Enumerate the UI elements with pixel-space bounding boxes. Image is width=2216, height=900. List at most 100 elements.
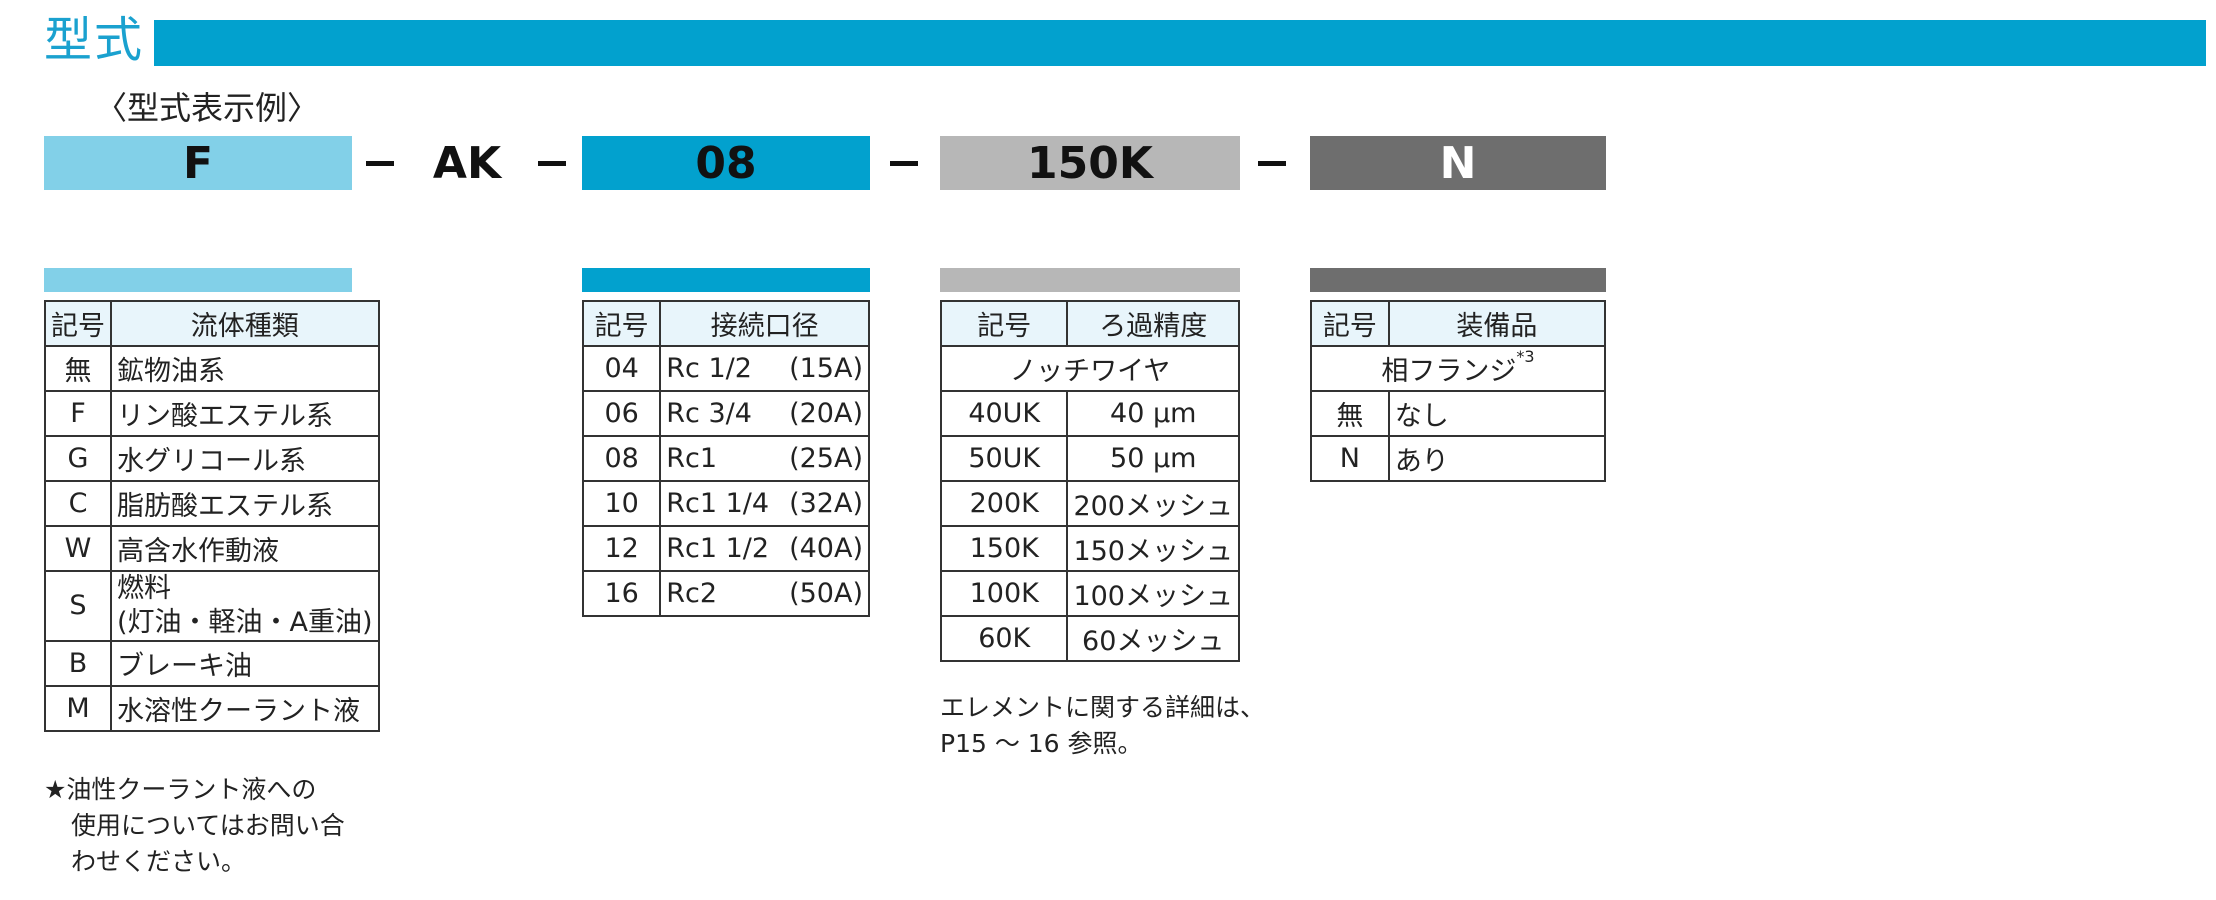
strip-option xyxy=(1310,268,1606,292)
cell-fluid: 鉱物油系 xyxy=(110,345,380,392)
cell-fluid: リン酸エステル系 xyxy=(110,390,380,437)
code-dash-1 xyxy=(366,161,394,166)
fluid-note-line2: 使用についてはお問い合 xyxy=(71,811,345,840)
cell-port-size: Rc1 1/2 xyxy=(666,533,770,564)
cell-code: 08 xyxy=(581,435,662,482)
footnote-marker: *3 xyxy=(1516,347,1535,366)
title-bar xyxy=(154,20,2206,66)
cell-code: 12 xyxy=(581,525,662,572)
cell-code: 100K xyxy=(939,570,1069,617)
cell-code: 10 xyxy=(581,480,662,527)
code-dash-2 xyxy=(538,161,566,166)
cell-code: N xyxy=(1310,435,1390,482)
strip-filtration xyxy=(940,268,1240,292)
cell-code: 無 xyxy=(44,345,112,392)
code-dash-4 xyxy=(1258,161,1286,166)
code-series: AK xyxy=(432,137,502,189)
cell-port-size: Rc1 1/4 xyxy=(666,488,770,519)
table-row: 150K 150メッシュ xyxy=(939,525,1240,572)
table-row: 10 Rc1 1/4 (32A) xyxy=(581,480,870,527)
table-row: 60K 60メッシュ xyxy=(939,615,1240,662)
table-row: 100K 100メッシュ xyxy=(939,570,1240,617)
table-row: 50UK 50 μm xyxy=(939,435,1240,482)
cell-accuracy: 100メッシュ xyxy=(1066,570,1240,617)
port-table: 記号 接続口径 04 Rc 1/2 (15A) 06 Rc 3/4 (20A) 08… xyxy=(581,300,870,617)
cell-port-size: Rc1 xyxy=(666,443,718,474)
fluid-table: 記号 流体種類 無 鉱物油系 F リン酸エステル系 G 水グリコール系 C 脂肪… xyxy=(44,300,380,732)
table-row: 12 Rc1 1/2 (40A) xyxy=(581,525,870,572)
cell-code: 200K xyxy=(939,480,1069,527)
header-code: 記号 xyxy=(44,300,112,347)
table-row: 40UK 40 μm xyxy=(939,390,1240,437)
table-row: W 高含水作動液 xyxy=(44,525,380,572)
cell-accuracy: 150メッシュ xyxy=(1066,525,1240,572)
header-code: 記号 xyxy=(1310,300,1390,347)
table-row: M 水溶性クーラント液 xyxy=(44,685,380,732)
header-port-size: 接続口径 xyxy=(659,300,870,347)
cell-code: S xyxy=(44,570,112,642)
cell-port-nominal: (50A) xyxy=(789,578,863,609)
table-row: 無 鉱物油系 xyxy=(44,345,380,392)
header-equipment: 装備品 xyxy=(1387,300,1607,347)
table-row: 06 Rc 3/4 (20A) xyxy=(581,390,870,437)
strip-port xyxy=(582,268,870,292)
cell-fluid: 燃料 (灯油・軽油・A重油) xyxy=(110,570,380,642)
cell-port: Rc2 (50A) xyxy=(659,570,870,617)
cell-option: あり xyxy=(1387,435,1607,482)
cell-fluid: 水溶性クーラント液 xyxy=(110,685,380,732)
cell-accuracy: 50 μm xyxy=(1066,435,1240,482)
cell-port: Rc 1/2 (15A) xyxy=(659,345,870,392)
cell-port: Rc 3/4 (20A) xyxy=(659,390,870,437)
filtration-note: エレメントに関する詳細は、 P15 ～ 16 参照。 xyxy=(940,690,1265,762)
table-header-row: 記号 ろ過精度 xyxy=(939,300,1240,347)
table-header-row: 記号 装備品 xyxy=(1310,300,1607,347)
cell-port-size: Rc 1/2 xyxy=(666,353,752,384)
cell-port: Rc1 1/4 (32A) xyxy=(659,480,870,527)
code-filtration: 150K xyxy=(940,136,1240,190)
option-table: 記号 装備品 相フランジ*3 無 なし N あり xyxy=(1310,300,1607,482)
table-row: N あり xyxy=(1310,435,1607,482)
table-group-row: ノッチワイヤ xyxy=(940,345,1240,392)
table-row: 04 Rc 1/2 (15A) xyxy=(581,345,870,392)
cell-port-size: Rc2 xyxy=(666,578,718,609)
cell-code: G xyxy=(44,435,112,482)
fluid-note-line3: わせください。 xyxy=(71,847,247,876)
cell-code: 無 xyxy=(1310,390,1390,437)
cell-port: Rc1 1/2 (40A) xyxy=(659,525,870,572)
cell-port-nominal: (25A) xyxy=(789,443,863,474)
cell-code: 50UK xyxy=(939,435,1069,482)
cell-port: Rc1 (25A) xyxy=(659,435,870,482)
table-row: G 水グリコール系 xyxy=(44,435,380,482)
cell-fluid-line1: 燃料 xyxy=(117,573,171,604)
header-code: 記号 xyxy=(939,300,1069,347)
cell-port-nominal: (32A) xyxy=(789,488,863,519)
cell-fluid: 脂肪酸エステル系 xyxy=(110,480,380,527)
cell-fluid: 高含水作動液 xyxy=(110,525,380,572)
header-code: 記号 xyxy=(581,300,662,347)
table-group-row: 相フランジ*3 xyxy=(1310,345,1606,392)
filtration-table: 記号 ろ過精度 ノッチワイヤ 40UK 40 μm 50UK 50 μm 200… xyxy=(939,300,1240,662)
table-row: 08 Rc1 (25A) xyxy=(581,435,870,482)
table-row: F リン酸エステル系 xyxy=(44,390,380,437)
code-option: N xyxy=(1310,136,1606,190)
table-row: 無 なし xyxy=(1310,390,1607,437)
table-row: 16 Rc2 (50A) xyxy=(581,570,870,617)
filtration-note-line2: P15 ～ 16 参照。 xyxy=(940,729,1143,758)
table-row: 200K 200メッシュ xyxy=(939,480,1240,527)
cell-code: 04 xyxy=(581,345,662,392)
group-label-text: 相フランジ xyxy=(1381,356,1517,387)
cell-fluid: 水グリコール系 xyxy=(110,435,380,482)
cell-code: C xyxy=(44,480,112,527)
cell-fluid-line2: (灯油・軽油・A重油) xyxy=(117,607,373,638)
cell-fluid: ブレーキ油 xyxy=(110,640,380,687)
table-header-row: 記号 流体種類 xyxy=(44,300,380,347)
cell-code: W xyxy=(44,525,112,572)
fluid-note: ★油性クーラント液への 使用についてはお問い合 わせください。 xyxy=(44,772,345,880)
code-port: 08 xyxy=(582,136,870,190)
example-label: 〈型式表示例〉 xyxy=(95,89,320,127)
filtration-note-line1: エレメントに関する詳細は、 xyxy=(940,693,1266,722)
code-dash-3 xyxy=(890,161,918,166)
table-header-row: 記号 接続口径 xyxy=(581,300,870,347)
cell-code: M xyxy=(44,685,112,732)
cell-option: なし xyxy=(1387,390,1607,437)
